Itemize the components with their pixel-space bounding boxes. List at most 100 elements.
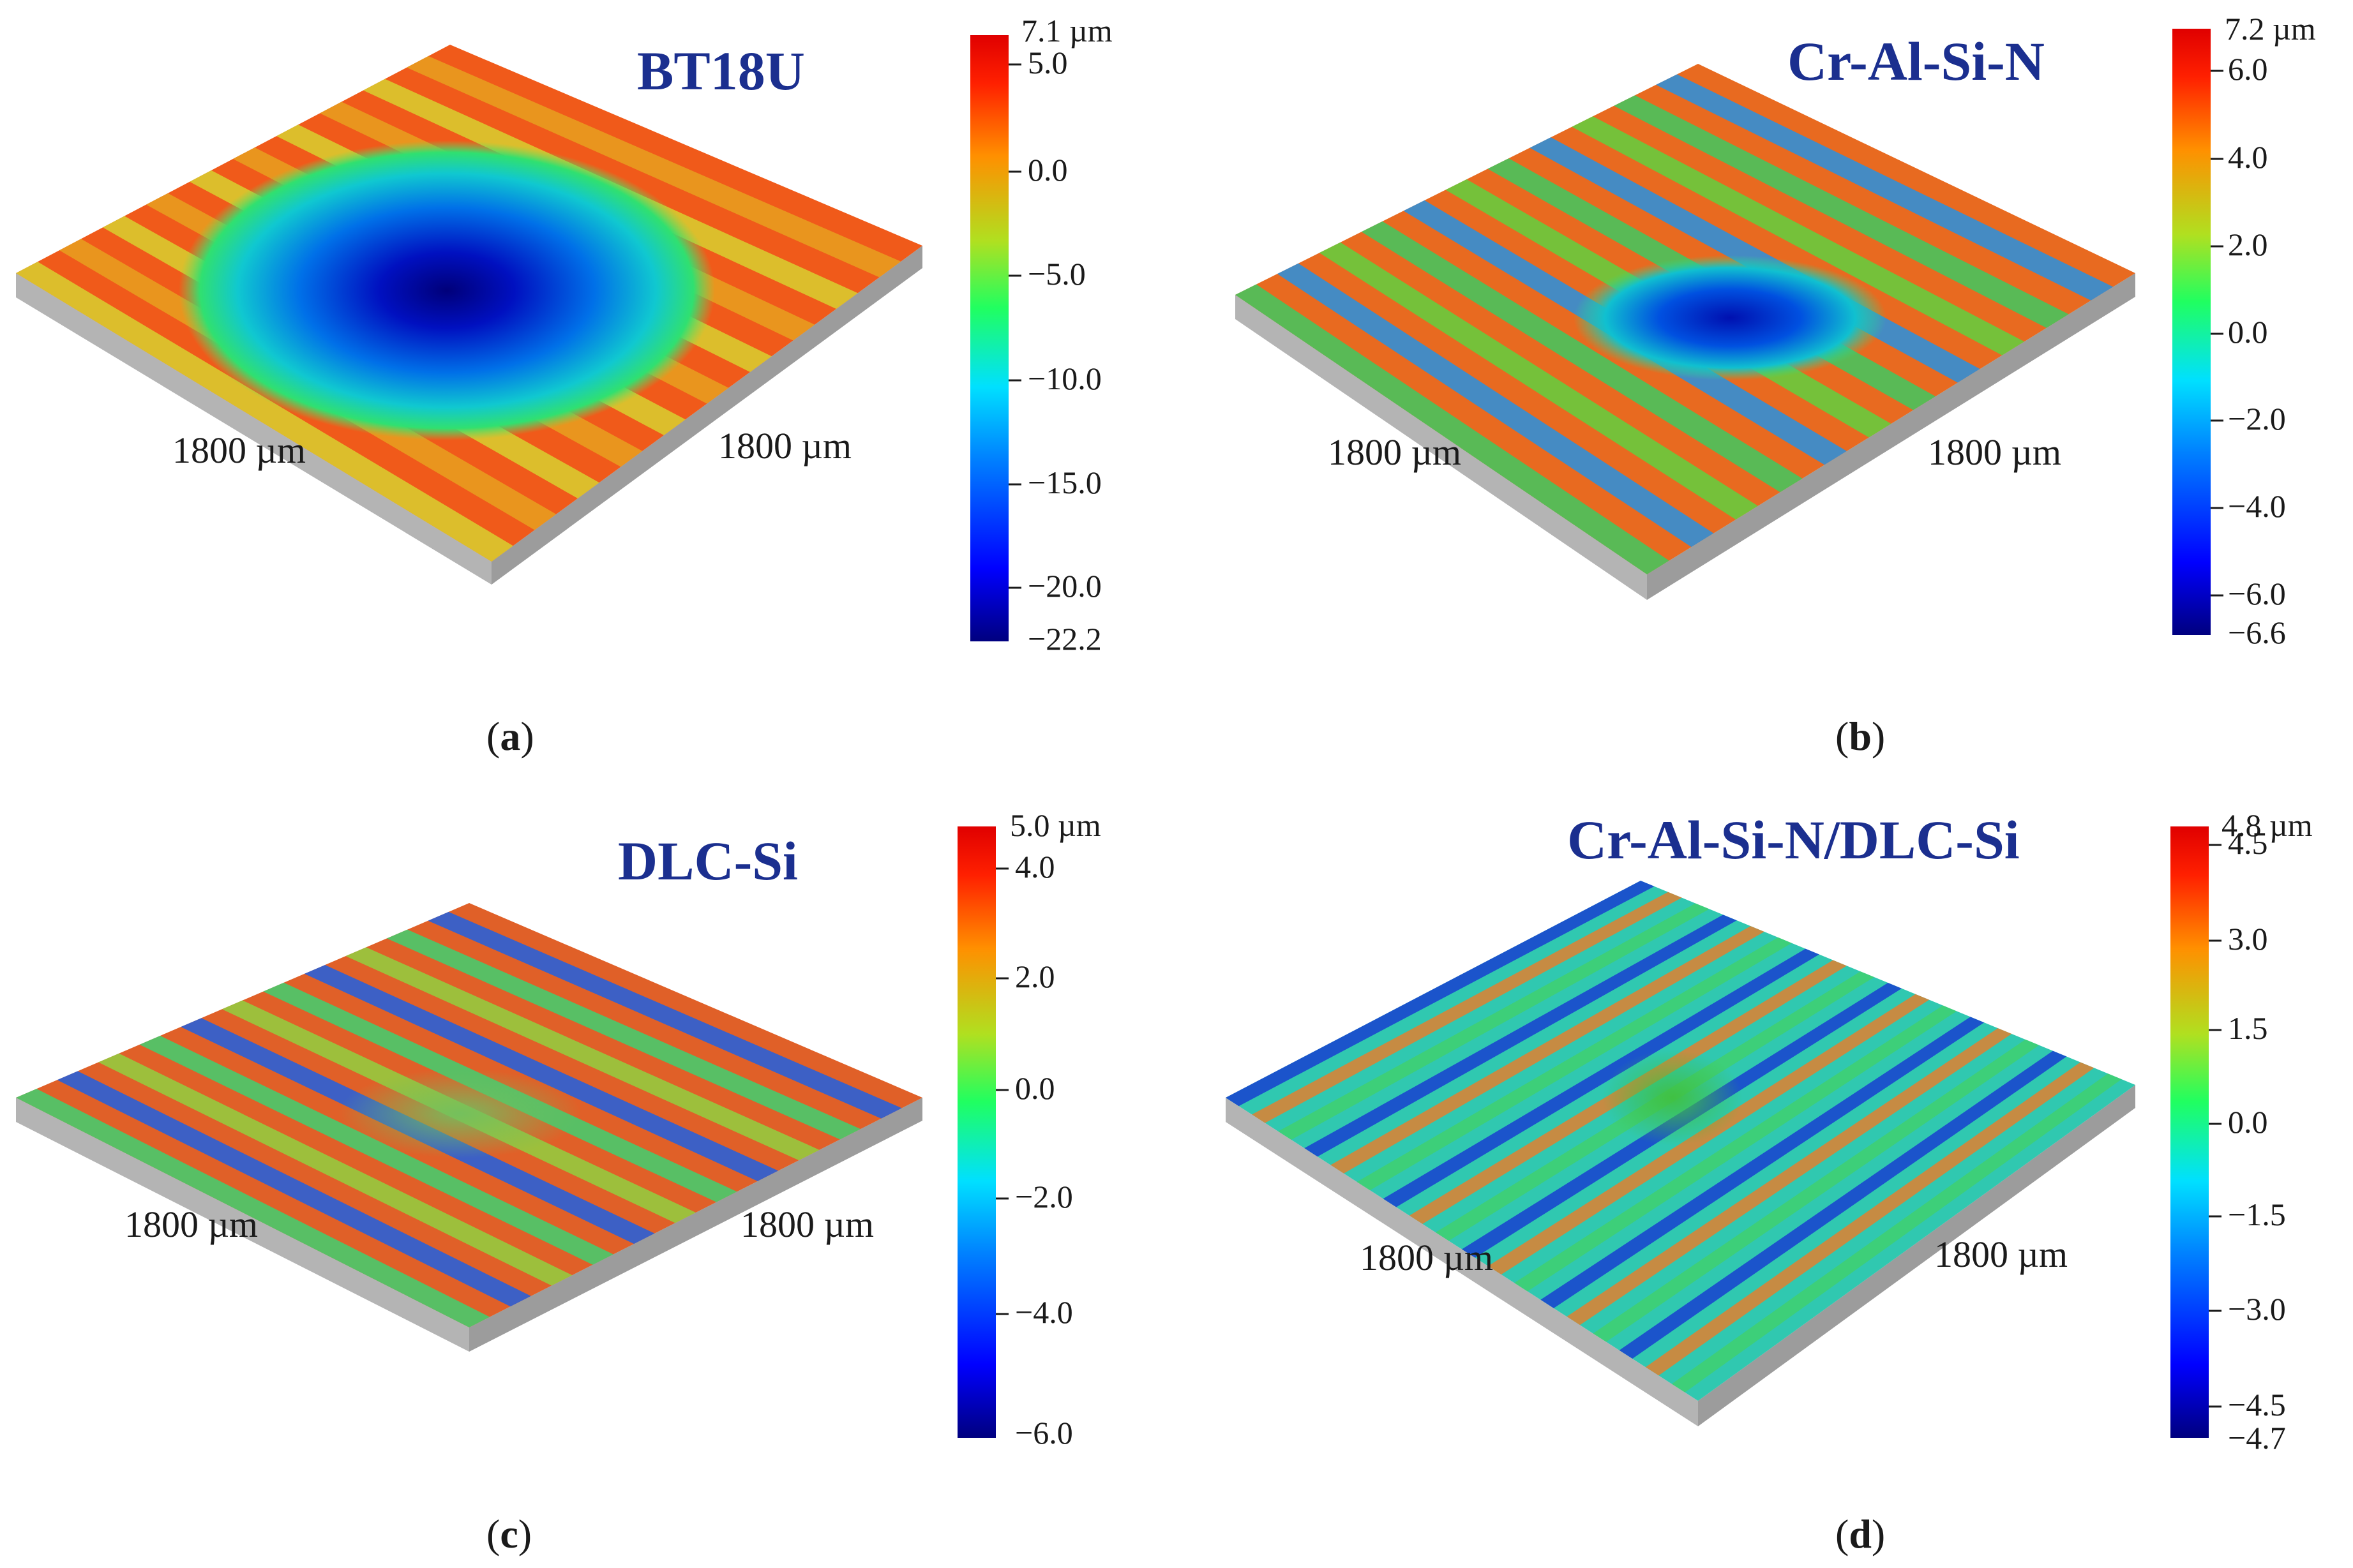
panel-b-caption-letter: b <box>1849 713 1872 759</box>
colorbar-tick-label: 4.0 <box>2228 139 2268 175</box>
colorbar-tick-label: −2.0 <box>2228 401 2286 437</box>
panel-c-y-axis-label: 1800 µm <box>740 1204 874 1245</box>
surface-stripe <box>1593 1039 2040 1342</box>
surface-stripe <box>16 1089 490 1327</box>
surface-stripe <box>16 262 513 562</box>
panel-c-colorbar-ticks: 4.0 2.0 0.0 −2.0 −4.0 <box>996 849 1073 1330</box>
panel-a: BT18U 1800 µm 1800 µm 7.1 µm 5.0 0.0 −5.0 −… <box>16 13 1113 759</box>
panel-a-x-axis-label: 1800 µm <box>172 429 306 471</box>
panel-d-caption: (d) <box>1835 1511 1885 1557</box>
colorbar-tick-label: 0.0 <box>2228 1104 2268 1140</box>
panel-b-caption: (b) <box>1835 713 1885 759</box>
colorbar-tick-label: −2.0 <box>1015 1179 1073 1214</box>
panel-b-base-left <box>1235 295 1647 600</box>
surface-stripe <box>98 1053 573 1286</box>
panel-a-colorbar-min: −22.2 <box>1028 621 1102 657</box>
panel-a-title: BT18U <box>637 40 805 101</box>
panel-b-x-axis-label: 1800 µm <box>1328 431 1461 473</box>
colorbar-tick-label: 2.0 <box>1015 959 1055 994</box>
colorbar-tick-label: 1.5 <box>2228 1010 2268 1046</box>
surface-stripe <box>1383 948 1819 1207</box>
surface-stripe <box>1361 221 1803 493</box>
colorbar-tick-label: 0.0 <box>2228 314 2268 350</box>
surface-stripe <box>139 1035 613 1265</box>
colorbar-tick-label: −20.0 <box>1028 568 1102 604</box>
surface-stripe <box>1671 1073 2122 1393</box>
panel-c-surface <box>16 903 922 1352</box>
panel-d-wear-spot <box>1602 1050 1743 1146</box>
surface-stripe <box>1357 937 1792 1191</box>
colorbar-tick-label: −4.0 <box>2228 488 2286 524</box>
panel-c-title: DLC-Si <box>618 830 798 892</box>
panel-a-base-right <box>492 246 922 585</box>
panel-d-x-axis-label: 1800 µm <box>1360 1237 1493 1278</box>
panel-d: Cr-Al-Si-N/DLC-Si 1800 µm 1800 µm 4.8 µm… <box>1226 807 2313 1557</box>
panel-d-base-right <box>1698 1085 2135 1426</box>
colorbar-tick-label: 4.0 <box>1015 849 1055 885</box>
surface-stripe <box>1645 1062 2094 1376</box>
colorbar-tick-label: 2.0 <box>2228 227 2268 262</box>
panel-c-base-left <box>16 1098 469 1352</box>
panel-c-x-axis-label: 1800 µm <box>124 1204 258 1245</box>
panel-b-colorbar-min: −6.6 <box>2228 615 2286 650</box>
panel-a-colorbar-max: 7.1 µm <box>1021 13 1113 49</box>
panel-a-surface <box>16 45 922 585</box>
surface-stripe <box>428 911 902 1119</box>
colorbar-tick-label: 6.0 <box>2228 51 2268 87</box>
surface-stripe <box>1277 263 1714 548</box>
colorbar-tick-label: 4.5 <box>2228 825 2268 861</box>
panel-b-wear-scar <box>1574 255 1886 380</box>
surface-stripe <box>1278 903 1710 1140</box>
surface-stripe <box>1330 926 1764 1174</box>
panel-d-surface <box>1226 881 2135 1426</box>
panel-b-colorbar: 7.2 µm 6.0 4.0 2.0 0.0 −2.0 −4.0 −6.0 −6.6 <box>2172 11 2316 650</box>
colorbar-tick-label: −4.0 <box>1015 1294 1073 1330</box>
surface-stripe <box>1319 242 1758 520</box>
surface-stripe <box>1656 74 2114 301</box>
panel-a-caption: (a) <box>486 713 534 759</box>
panel-c-base-right <box>469 1098 922 1352</box>
surface-stripe <box>1540 1017 1985 1308</box>
surface-stripe <box>1619 1050 2067 1359</box>
panel-a-colorbar-ramp <box>970 35 1009 641</box>
panel-a-y-axis-label: 1800 µm <box>718 425 852 467</box>
surface-stripe <box>1614 95 2069 328</box>
colorbar-tick-label: −4.5 <box>2228 1387 2286 1422</box>
panel-d-caption-letter: d <box>1849 1511 1872 1557</box>
panel-a-caption-letter: a <box>500 713 520 759</box>
surface-stripe <box>304 965 779 1181</box>
panel-b-y-axis-label: 1800 µm <box>1928 431 2061 473</box>
colorbar-tick-label: 5.0 <box>1028 45 1068 80</box>
panel-d-y-axis-label: 1800 µm <box>1934 1234 2068 1275</box>
panel-c-colorbar-ramp <box>958 826 996 1438</box>
surface-stripe <box>345 947 820 1161</box>
panel-c-colorbar-max: 5.0 µm <box>1010 807 1101 843</box>
colorbar-tick-label: 3.0 <box>2228 921 2268 957</box>
colorbar-tick-label: −15.0 <box>1028 465 1102 500</box>
surface-stripe <box>407 56 901 278</box>
surface-stripe <box>1235 284 1669 574</box>
surface-stripe <box>1572 116 2025 355</box>
panel-b-base-right <box>1647 273 2135 600</box>
colorbar-tick-label: −1.5 <box>2228 1197 2286 1232</box>
panel-c-caption: (c) <box>486 1511 532 1557</box>
panel-b-colorbar-max: 7.2 µm <box>2225 11 2316 47</box>
colorbar-tick-label: −6.0 <box>2228 576 2286 611</box>
panel-d-colorbar: 4.8 µm 4.5 3.0 1.5 0.0 −1.5 −3.0 −4.5 −4.7 <box>2170 807 2313 1456</box>
panel-d-colorbar-min: −4.7 <box>2228 1420 2286 1456</box>
panel-d-colorbar-ramp <box>2170 826 2209 1438</box>
surface-stripe <box>1304 915 1737 1157</box>
surface-stripe <box>1567 1028 2012 1325</box>
panel-c-wear-spot <box>338 1069 581 1158</box>
colorbar-tick-label: 0.0 <box>1015 1070 1055 1106</box>
panel-a-colorbar: 7.1 µm 5.0 0.0 −5.0 −10.0 −15.0 −20.0 −22.2 <box>970 13 1113 657</box>
colorbar-tick-label: −3.0 <box>2228 1291 2286 1327</box>
colorbar-tick-label: 0.0 <box>1028 152 1068 188</box>
panel-b-colorbar-ticks: 6.0 4.0 2.0 0.0 −2.0 −4.0 −6.0 <box>2211 51 2286 611</box>
panel-b-title: Cr-Al-Si-N <box>1787 31 2045 92</box>
surface-stripe <box>1252 892 1682 1123</box>
surface-stripe <box>386 929 861 1140</box>
panel-c-colorbar: 5.0 µm 4.0 2.0 0.0 −2.0 −4.0 −6.0 <box>958 807 1101 1451</box>
panel-d-base-left <box>1226 1098 1698 1426</box>
